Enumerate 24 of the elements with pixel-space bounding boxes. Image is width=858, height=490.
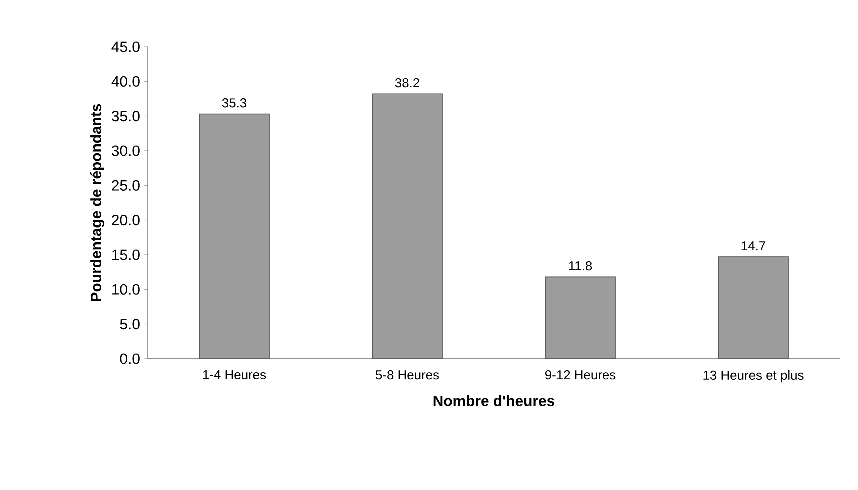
data-label: 38.2 — [395, 78, 420, 88]
y-tick-label: 25.0 — [112, 180, 140, 191]
y-tick-label: 5.0 — [120, 319, 140, 330]
x-tick-label: 5-8 Heures — [376, 370, 440, 380]
y-tick-label: 0.0 — [120, 354, 140, 364]
data-label: 35.3 — [222, 98, 247, 108]
y-tick-label: 35.0 — [112, 111, 140, 122]
y-tick-label: 15.0 — [112, 250, 140, 260]
x-tick-label: 9-12 Heures — [545, 370, 616, 380]
bar — [545, 276, 616, 360]
y-tick-label: 30.0 — [112, 146, 140, 156]
data-label: 11.8 — [569, 261, 592, 271]
y-tick-label: 10.0 — [112, 284, 140, 295]
y-tick-label: 45.0 — [112, 42, 140, 52]
bar — [372, 94, 443, 360]
y-axis-title: Pourdentage de répondants — [90, 104, 105, 302]
x-tick-label: 1-4 Heures — [203, 370, 266, 380]
data-label: 14.7 — [742, 242, 766, 251]
bar — [718, 256, 789, 360]
x-tick-label: 13 Heures et plus — [704, 370, 804, 383]
bar — [199, 114, 270, 360]
y-tick-label: 20.0 — [112, 215, 140, 226]
y-tick-label: 40.0 — [112, 76, 140, 87]
x-axis-title: Nombre d'heures — [434, 395, 555, 406]
